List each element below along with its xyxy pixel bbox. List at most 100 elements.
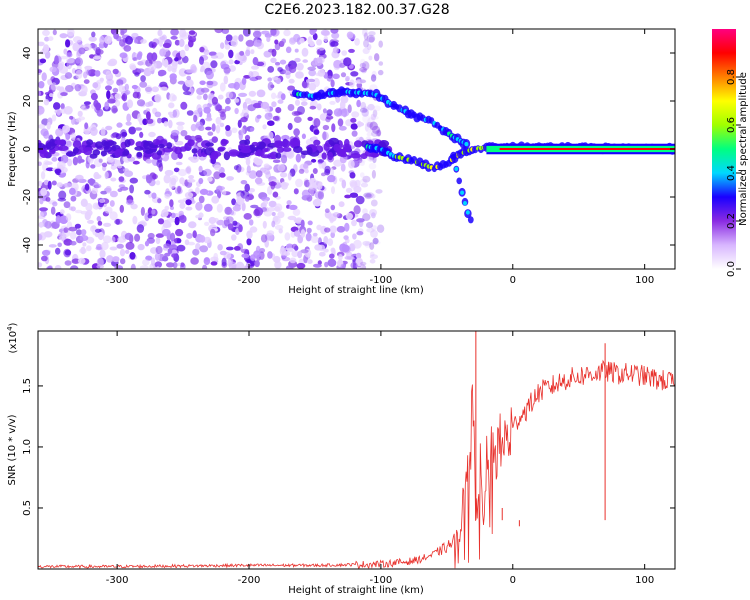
noise-blob [200, 87, 210, 93]
noise-blob [80, 229, 87, 236]
noise-blob [110, 164, 117, 170]
noise-blob [348, 48, 355, 53]
noise-blob [83, 79, 90, 84]
noise-blob [133, 39, 139, 44]
x-tick-label: -100 [370, 275, 393, 286]
noise-blob [163, 243, 171, 249]
noise-blob [307, 66, 317, 71]
noise-blob [351, 130, 358, 137]
noise-blob [355, 252, 362, 260]
noise-blob [301, 47, 309, 57]
noise-blob [58, 190, 67, 200]
noise-blob [161, 228, 171, 237]
noise-blob [112, 256, 120, 263]
noise-blob [38, 69, 43, 74]
noise-blob [175, 161, 183, 166]
noise-blob [297, 250, 303, 259]
colorbar-label: Normalized spectral amplitude [738, 72, 749, 226]
noise-blob [52, 29, 57, 36]
noise-blob [120, 29, 128, 34]
noise-blob [44, 161, 53, 166]
noise-blob [246, 238, 252, 246]
noise-blob [204, 221, 210, 226]
noise-blob [253, 209, 260, 217]
noise-blob [39, 212, 44, 218]
noise-blob [220, 112, 227, 121]
noise-blob [321, 172, 326, 177]
noise-blob [353, 239, 362, 249]
noise-blob [293, 230, 301, 237]
noise-blob [155, 180, 161, 186]
noise-blob [272, 115, 280, 121]
noise-blob [331, 32, 340, 39]
noise-blob [289, 257, 297, 264]
noise-blob [248, 71, 254, 78]
noise-blob [253, 39, 263, 47]
noise-blob [279, 59, 287, 65]
noise-blob [187, 241, 196, 246]
noise-blob [370, 199, 378, 207]
x-tick-label: -300 [106, 575, 129, 586]
noise-blob [146, 175, 152, 184]
noise-blob [100, 150, 107, 157]
noise-blob [270, 92, 277, 100]
noise-blob [169, 73, 177, 81]
noise-blob [371, 212, 376, 219]
noise-blob [304, 169, 309, 174]
noise-blob [199, 56, 204, 65]
noise-blob [317, 159, 324, 163]
noise-blob [277, 211, 285, 219]
noise-blob [337, 118, 344, 127]
noise-blob [213, 252, 219, 261]
noise-blob [46, 121, 51, 130]
noise-blob [163, 174, 171, 184]
noise-blob [48, 244, 57, 248]
noise-blob [301, 189, 311, 198]
noise-blob [314, 57, 323, 66]
noise-blob [52, 201, 58, 207]
noise-blob [366, 228, 375, 233]
noise-blob [256, 141, 267, 150]
noise-blob [100, 190, 108, 195]
noise-blob [101, 140, 108, 146]
noise-blob [248, 170, 257, 179]
noise-blob [293, 188, 299, 195]
noise-blob [351, 111, 360, 118]
noise-blob [363, 32, 369, 41]
noise-blob [263, 163, 270, 169]
noise-blob [205, 142, 214, 147]
noise-blob [51, 180, 57, 186]
noise-blob [217, 244, 223, 251]
noise-blob [300, 229, 306, 238]
noise-blob [109, 246, 118, 251]
noise-blob [245, 39, 255, 47]
noise-blob [91, 187, 99, 195]
noise-blob [65, 85, 74, 93]
noise-blob [140, 206, 145, 216]
noise-blob [264, 112, 273, 121]
noise-blob [129, 252, 136, 260]
noise-blob [250, 204, 259, 209]
noise-blob [331, 123, 336, 133]
noise-blob [132, 91, 140, 99]
noise-blob [370, 113, 376, 121]
noise-blob [38, 262, 43, 268]
noise-blob [168, 119, 173, 129]
noise-blob [288, 78, 295, 84]
noise-blob [203, 106, 211, 114]
noise-blob [99, 249, 106, 259]
noise-blob [215, 124, 221, 134]
noise-blob [47, 265, 53, 269]
noise-blob [285, 265, 294, 269]
noise-blob [130, 203, 138, 210]
noise-blob [364, 123, 369, 132]
noise-blob [352, 233, 357, 240]
noise-blob [51, 156, 58, 162]
noise-blob [65, 213, 72, 222]
noise-blob [99, 35, 105, 45]
noise-blob [173, 167, 180, 173]
noise-blob [203, 49, 210, 56]
noise-blob [54, 265, 62, 269]
noise-blob [81, 85, 88, 95]
